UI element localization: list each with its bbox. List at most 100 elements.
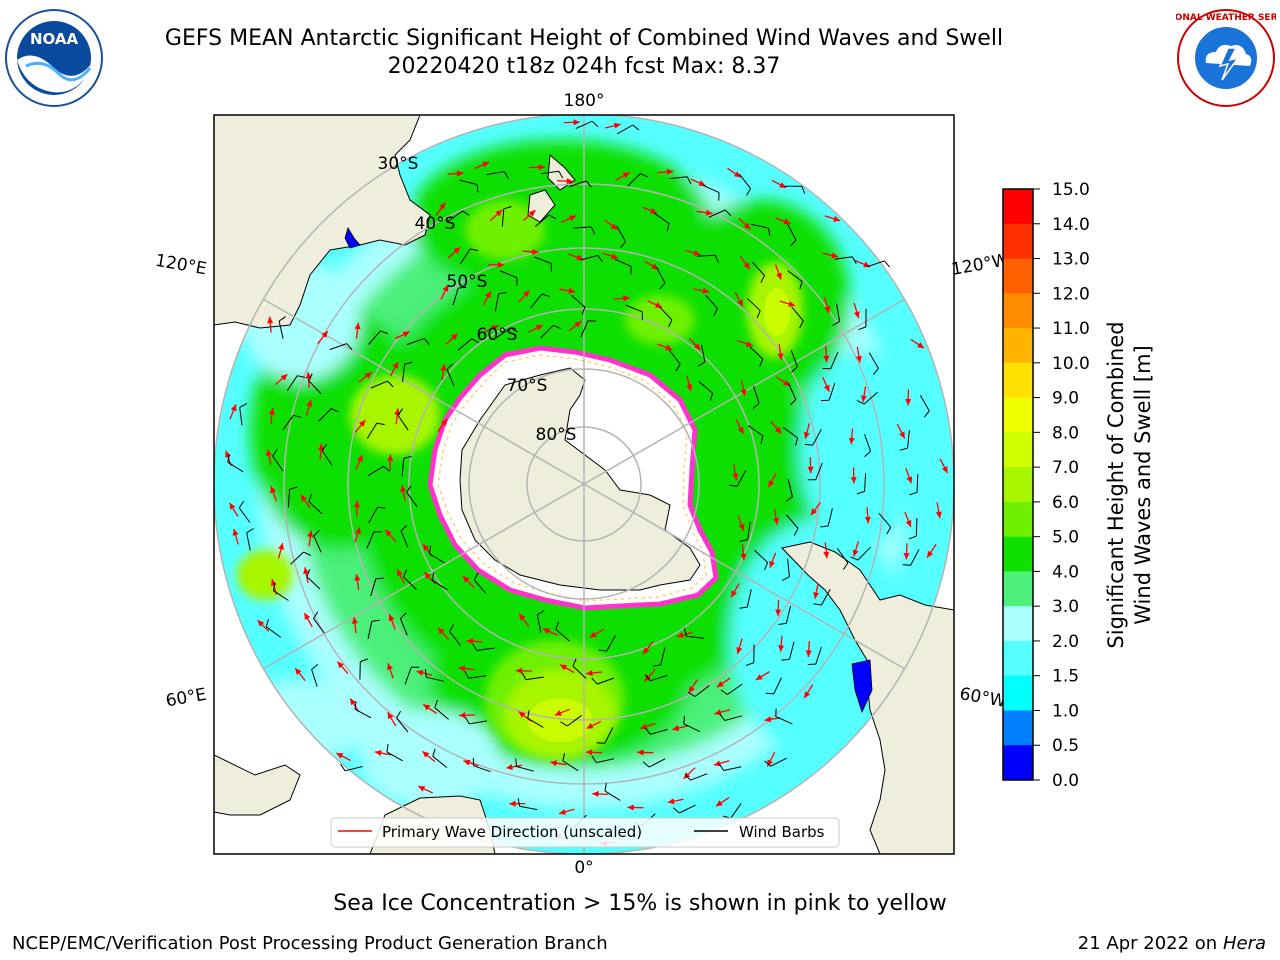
wave-direction-arrowhead (813, 592, 820, 599)
wind-barb-staff (752, 261, 765, 276)
wind-barb-feather (464, 716, 470, 725)
colorbar-band (1003, 745, 1033, 781)
wind-barb-staff (407, 338, 425, 345)
wind-barb-staff (534, 214, 550, 227)
wind-barb-feather (597, 255, 603, 263)
colorbar-tick-label: 13.0 (1052, 250, 1090, 270)
wind-barb-feather (272, 582, 276, 591)
wave-direction-arrowhead (733, 171, 741, 178)
wave-direction-arrowhead (732, 473, 739, 481)
wave-direction-arrowhead (402, 331, 410, 338)
wind-barb-staff (290, 551, 304, 565)
wave-direction-arrowhead (592, 790, 599, 797)
wind-barb-staff (286, 375, 298, 391)
wind-barb-staff (400, 530, 409, 548)
lat-label-50s: 50°S (447, 272, 488, 292)
wind-barb-staff (739, 173, 751, 189)
wave-direction-arrowhead (740, 553, 747, 561)
wind-barb-feather (842, 562, 849, 570)
colorbar-band (1003, 258, 1033, 294)
lat-label-60s: 60°S (477, 325, 518, 345)
wind-barb-staff (329, 343, 347, 351)
wind-barb-feather (908, 535, 917, 540)
wave-direction-arrowhead (769, 560, 775, 568)
colorbar-tick-label: 0.0 (1052, 771, 1079, 791)
wave-direction-arrowhead (424, 572, 431, 580)
wind-barb-staff (836, 303, 841, 322)
wind-barb-feather (873, 368, 879, 376)
wind-barb-feather (644, 674, 651, 682)
wave-direction-arrowhead (400, 485, 407, 492)
wind-barb-staff (366, 531, 375, 549)
wind-barb-feather (760, 275, 765, 283)
wave-direction-arrowhead (764, 716, 772, 723)
wave-direction-arrowhead (353, 500, 360, 508)
wave-direction-arrowhead (350, 698, 357, 706)
wind-barb-staff (787, 223, 797, 241)
wind-barb-staff (370, 380, 388, 389)
wave-direction-arrowhead (610, 223, 618, 230)
wind-barb-feather (397, 408, 403, 416)
colorbar-tick-label: 0.5 (1052, 736, 1079, 756)
wave-direction-arrowhead (270, 579, 277, 586)
wave-direction-arrowhead (355, 527, 361, 535)
wind-barb-staff (907, 430, 910, 449)
wave-direction-arrowhead (683, 772, 691, 779)
wind-barb-staff (747, 425, 764, 437)
wind-barb-staff (397, 415, 409, 431)
wind-barb-staff (596, 677, 615, 685)
wave-direction-arrowhead (715, 800, 723, 807)
wind-barb-staff (915, 518, 918, 537)
wind-barb-staff (536, 614, 542, 633)
wind-barb-staff (700, 344, 706, 362)
wind-barb-staff (402, 364, 406, 382)
sea-ice-note: Sea Ice Concentration > 15% is shown in … (333, 891, 947, 916)
wave-direction-arrowhead (773, 517, 780, 525)
wind-barb-staff (857, 546, 871, 561)
wave-direction-arrowhead (811, 508, 818, 516)
colorbar-label-line2: Wind Waves and Swell [m] (1131, 345, 1155, 625)
colorbar-band (1003, 397, 1033, 433)
wave-direction-arrowhead (672, 725, 680, 731)
wind-barb-staff (459, 179, 478, 185)
wave-direction-arrowhead (438, 627, 445, 635)
wave-direction-arrowhead (774, 426, 782, 434)
wave-direction-arrowhead (307, 530, 314, 538)
wave-direction-arrowhead (453, 247, 461, 254)
wind-barb-staff (519, 805, 538, 811)
wind-barb-feather (789, 399, 797, 406)
wind-barb-staff (916, 474, 919, 493)
wind-barb-feather (560, 721, 568, 727)
colorbar-tick-label: 5.0 (1052, 528, 1079, 548)
wind-barb-staff (698, 381, 714, 394)
colorbar-tick-label: 7.0 (1052, 458, 1079, 478)
wave-direction-arrowhead (267, 316, 274, 324)
wind-barb-staff (606, 635, 616, 652)
wind-barb-feather (432, 748, 436, 757)
wind-barb-staff (567, 714, 582, 727)
wind-barb-staff (604, 727, 614, 744)
wave-direction-arrowhead (394, 408, 401, 415)
wave-direction-arrowhead (397, 569, 403, 577)
wind-barb-feather (683, 715, 685, 724)
wave-direction-arrowhead (559, 809, 566, 815)
wind-barb-staff (239, 407, 243, 426)
wind-barb-feather (813, 603, 822, 606)
wind-barb-feather (791, 366, 798, 373)
wind-barb-feather (640, 173, 649, 178)
wind-barb-staff (555, 629, 570, 642)
wind-barb-staff (614, 258, 632, 267)
wind-barb-staff (690, 773, 708, 781)
wind-barb-staff (787, 382, 797, 400)
wave-direction-arrowhead (807, 466, 814, 474)
wind-barb-staff (786, 514, 799, 529)
footer-date: 21 Apr 2022 on Hera (1078, 933, 1266, 954)
wind-barb-feather (666, 223, 670, 232)
colorbar-band (1003, 362, 1033, 399)
wave-direction-arrowhead (266, 449, 272, 457)
legend-label-wind-barbs: Wind Barbs (739, 823, 825, 841)
wind-barb-staff (401, 458, 405, 477)
wind-barb-feather (428, 545, 432, 554)
wave-direction-arrowhead (737, 299, 743, 307)
wind-barb-staff (668, 349, 681, 365)
